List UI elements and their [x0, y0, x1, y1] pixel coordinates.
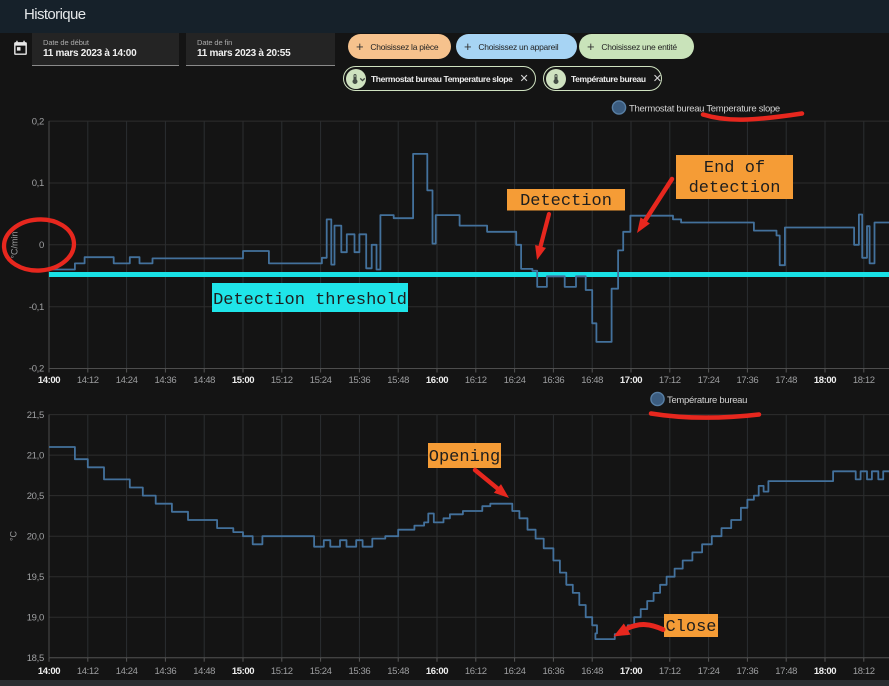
- svg-text:14:36: 14:36: [155, 375, 177, 386]
- svg-text:16:12: 16:12: [465, 375, 487, 386]
- svg-text:Detection: Detection: [520, 192, 612, 211]
- svg-text:17:24: 17:24: [698, 666, 720, 677]
- svg-text:°C: °C: [9, 530, 19, 541]
- svg-text:15:24: 15:24: [310, 666, 332, 677]
- svg-text:21,0: 21,0: [27, 450, 44, 461]
- svg-text:18:00: 18:00: [814, 375, 836, 386]
- svg-text:Opening: Opening: [429, 448, 500, 467]
- svg-text:21,5: 21,5: [27, 410, 44, 421]
- svg-text:20,5: 20,5: [27, 491, 44, 502]
- svg-text:14:00: 14:00: [38, 666, 60, 677]
- svg-text:0,1: 0,1: [32, 178, 44, 189]
- svg-text:17:24: 17:24: [698, 375, 720, 386]
- svg-text:15:00: 15:00: [232, 666, 254, 677]
- svg-text:16:12: 16:12: [465, 666, 487, 677]
- svg-text:14:24: 14:24: [116, 666, 138, 677]
- svg-text:15:36: 15:36: [349, 375, 371, 386]
- svg-text:17:48: 17:48: [775, 666, 797, 677]
- svg-text:Detection threshold: Detection threshold: [213, 291, 407, 310]
- svg-text:15:36: 15:36: [349, 666, 371, 677]
- svg-text:14:48: 14:48: [193, 375, 215, 386]
- svg-text:15:12: 15:12: [271, 666, 293, 677]
- svg-text:16:48: 16:48: [581, 375, 603, 386]
- svg-text:15:00: 15:00: [232, 375, 254, 386]
- svg-text:14:12: 14:12: [77, 666, 99, 677]
- svg-text:detection: detection: [689, 179, 781, 198]
- svg-text:14:00: 14:00: [38, 375, 60, 386]
- svg-text:15:48: 15:48: [387, 375, 409, 386]
- svg-text:17:12: 17:12: [659, 666, 681, 677]
- svg-text:0,2: 0,2: [32, 116, 44, 127]
- svg-text:14:48: 14:48: [193, 666, 215, 677]
- svg-text:18:12: 18:12: [853, 666, 875, 677]
- svg-text:End of: End of: [704, 159, 765, 178]
- svg-text:16:00: 16:00: [426, 375, 448, 386]
- svg-text:-0,1: -0,1: [29, 302, 44, 313]
- svg-text:15:48: 15:48: [387, 666, 409, 677]
- svg-text:16:36: 16:36: [543, 666, 565, 677]
- svg-text:-0,2: -0,2: [29, 364, 44, 375]
- svg-text:Close: Close: [665, 618, 716, 637]
- svg-text:16:24: 16:24: [504, 666, 526, 677]
- svg-text:14:24: 14:24: [116, 375, 138, 386]
- svg-text:17:48: 17:48: [775, 375, 797, 386]
- svg-text:17:12: 17:12: [659, 375, 681, 386]
- svg-text:19,0: 19,0: [27, 612, 44, 623]
- svg-text:15:24: 15:24: [310, 375, 332, 386]
- svg-text:17:36: 17:36: [737, 666, 759, 677]
- svg-text:17:00: 17:00: [620, 375, 642, 386]
- svg-text:18:00: 18:00: [814, 666, 836, 677]
- svg-text:16:00: 16:00: [426, 666, 448, 677]
- svg-text:16:48: 16:48: [581, 666, 603, 677]
- svg-text:Température bureau: Température bureau: [667, 395, 747, 406]
- svg-text:16:24: 16:24: [504, 375, 526, 386]
- svg-text:14:36: 14:36: [155, 666, 177, 677]
- svg-text:°C/min: °C/min: [10, 231, 20, 258]
- svg-text:Thermostat bureau Temperature: Thermostat bureau Temperature slope: [629, 104, 780, 115]
- svg-text:18,5: 18,5: [27, 653, 44, 664]
- svg-text:15:12: 15:12: [271, 375, 293, 386]
- svg-text:18:12: 18:12: [853, 375, 875, 386]
- svg-text:17:36: 17:36: [737, 375, 759, 386]
- svg-text:16:36: 16:36: [543, 375, 565, 386]
- svg-text:20,0: 20,0: [27, 531, 44, 542]
- svg-text:0: 0: [39, 240, 44, 251]
- svg-text:19,5: 19,5: [27, 572, 44, 583]
- svg-text:14:12: 14:12: [77, 375, 99, 386]
- svg-text:17:00: 17:00: [620, 666, 642, 677]
